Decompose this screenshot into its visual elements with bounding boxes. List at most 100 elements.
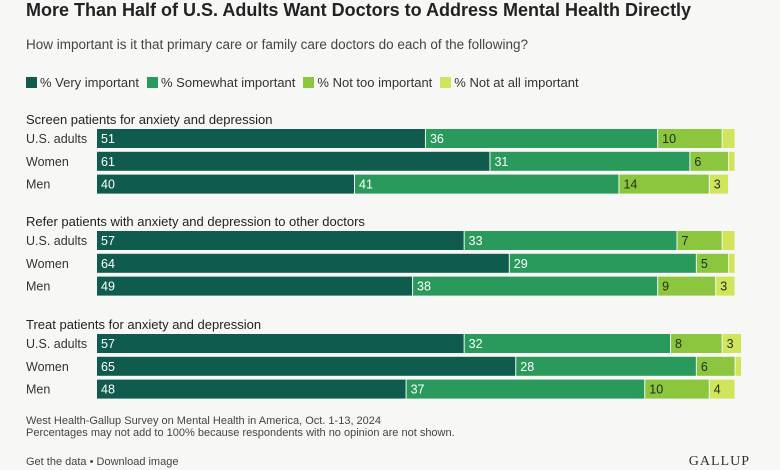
bar-segment bbox=[658, 276, 716, 296]
data-label: 7 bbox=[682, 234, 689, 248]
bar-segment bbox=[722, 129, 735, 148]
bar-segment bbox=[355, 174, 619, 194]
bar-segment bbox=[722, 231, 735, 250]
bar-segment bbox=[722, 334, 741, 353]
legend-item-not-too-important: % Not too important bbox=[303, 75, 432, 90]
bar-segment bbox=[516, 356, 696, 376]
row-label: Men bbox=[26, 178, 50, 192]
bar-segment bbox=[425, 129, 658, 148]
data-label: 10 bbox=[662, 132, 676, 146]
legend-label: % Not too important bbox=[317, 75, 433, 90]
bar-segment bbox=[509, 253, 696, 273]
data-label: 28 bbox=[520, 360, 534, 374]
legend: % Very important % Somewhat important % … bbox=[26, 75, 587, 90]
group-title: Refer patients with anxiety and depressi… bbox=[26, 214, 365, 229]
bar-segment bbox=[464, 231, 677, 250]
bar-segment bbox=[729, 151, 735, 171]
bar-segment bbox=[97, 129, 425, 148]
legend-label: % Not at all important bbox=[454, 75, 579, 90]
row-label: Women bbox=[26, 155, 69, 169]
data-label: 64 bbox=[101, 257, 115, 271]
data-label: 36 bbox=[430, 132, 444, 146]
data-label: 41 bbox=[359, 178, 373, 192]
bar-segment bbox=[97, 151, 490, 171]
data-label: 6 bbox=[701, 360, 708, 374]
data-label: 57 bbox=[101, 337, 115, 351]
row-label: Men bbox=[26, 280, 50, 294]
row-label: U.S. adults bbox=[26, 234, 87, 248]
get-data-link[interactable]: Get the data bbox=[26, 456, 87, 468]
data-label: 31 bbox=[494, 155, 508, 169]
legend-swatch bbox=[147, 77, 158, 88]
legend-swatch bbox=[303, 77, 315, 88]
download-image-link[interactable]: Download image bbox=[96, 456, 179, 468]
data-label: 6 bbox=[694, 155, 701, 169]
chart-subtitle: How important is it that primary care or… bbox=[26, 37, 528, 52]
legend-label: % Very important bbox=[40, 75, 139, 90]
data-label: 3 bbox=[714, 178, 721, 192]
chart-title: More Than Half of U.S. Adults Want Docto… bbox=[26, 0, 692, 20]
bar-segment bbox=[709, 379, 735, 399]
bar-segment bbox=[658, 129, 722, 148]
bar-segment bbox=[97, 174, 354, 194]
data-label: 8 bbox=[675, 337, 682, 351]
data-label: 5 bbox=[701, 257, 708, 271]
bar-segment bbox=[729, 253, 735, 273]
legend-swatch bbox=[440, 77, 452, 88]
row-label: Women bbox=[26, 360, 69, 374]
bar-segment bbox=[735, 356, 741, 376]
bar-segment bbox=[97, 379, 406, 399]
bar-segment bbox=[677, 231, 722, 250]
footnote: Percentages may not add to 100% because … bbox=[26, 427, 455, 439]
data-label: 51 bbox=[101, 132, 115, 146]
bar-segment bbox=[619, 174, 709, 194]
footer-links: Get the data • Download image bbox=[26, 456, 178, 468]
legend-item-not-at-all-important: % Not at all important bbox=[440, 75, 579, 90]
data-label: 65 bbox=[101, 360, 115, 374]
data-label: 57 bbox=[101, 234, 115, 248]
bar-segment bbox=[709, 174, 729, 194]
row-label: Men bbox=[26, 383, 50, 397]
bar-segment bbox=[97, 276, 413, 296]
bar-segment bbox=[464, 334, 671, 353]
bar-segment bbox=[97, 253, 509, 273]
legend-label: % Somewhat important bbox=[161, 75, 296, 90]
stacked-bar-chart: Screen patients for anxiety and depressi… bbox=[26, 112, 741, 399]
bar-segment bbox=[716, 276, 735, 296]
data-label: 40 bbox=[101, 178, 115, 192]
row-label: U.S. adults bbox=[26, 337, 87, 351]
data-label: 32 bbox=[469, 337, 483, 351]
bar-segment bbox=[645, 379, 709, 399]
source-note: West Health-Gallup Survey on Mental Heal… bbox=[26, 415, 382, 427]
legend-swatch bbox=[26, 77, 37, 88]
data-label: 10 bbox=[649, 383, 663, 397]
bar-segment bbox=[690, 151, 729, 171]
bar-segment bbox=[97, 356, 516, 376]
data-label: 3 bbox=[720, 280, 727, 294]
data-label: 61 bbox=[101, 155, 115, 169]
data-label: 48 bbox=[101, 383, 115, 397]
data-label: 49 bbox=[101, 280, 115, 294]
bar-segment bbox=[406, 379, 645, 399]
data-label: 33 bbox=[469, 234, 483, 248]
data-label: 38 bbox=[417, 280, 431, 294]
legend-item-somewhat-important: % Somewhat important bbox=[147, 75, 295, 90]
data-label: 29 bbox=[514, 257, 528, 271]
data-label: 4 bbox=[714, 383, 721, 397]
group-title: Screen patients for anxiety and depressi… bbox=[26, 112, 272, 127]
bar-segment bbox=[490, 151, 690, 171]
footer-separator: • bbox=[86, 456, 97, 468]
data-label: 14 bbox=[623, 178, 637, 192]
row-label: U.S. adults bbox=[26, 132, 87, 146]
bar-segment bbox=[696, 356, 735, 376]
bar-segment bbox=[413, 276, 658, 296]
data-label: 3 bbox=[727, 337, 734, 351]
bar-segment bbox=[671, 334, 722, 353]
gallup-logo: GALLUP bbox=[688, 454, 750, 469]
bar-segment bbox=[97, 334, 464, 353]
row-label: Women bbox=[26, 257, 69, 271]
data-label: 37 bbox=[411, 383, 425, 397]
data-label: 9 bbox=[662, 280, 669, 294]
bar-segment bbox=[97, 231, 464, 250]
legend-item-very-important: % Very important bbox=[26, 75, 139, 90]
